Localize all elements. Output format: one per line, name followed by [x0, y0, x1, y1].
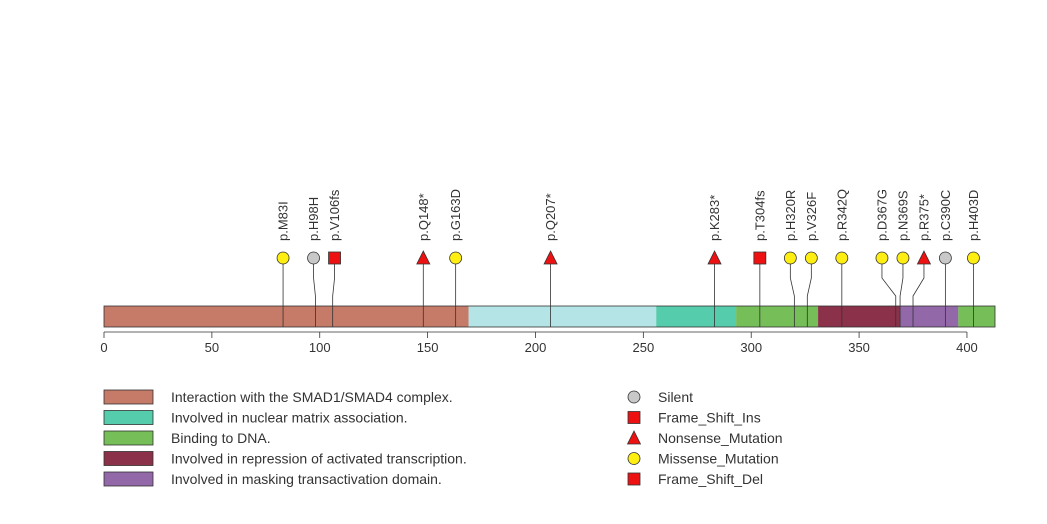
mutation-label: p.G163D — [448, 189, 463, 241]
mutation-legend-label: Frame_Shift_Ins — [658, 410, 761, 426]
mutation-stem — [881, 258, 897, 327]
mutation-stem — [899, 258, 904, 327]
mutation-stems — [282, 258, 974, 327]
domain-legend-label: Binding to DNA. — [171, 430, 271, 446]
mutation-marker — [707, 250, 722, 265]
mutation-legend-label: Nonsense_Mutation — [658, 430, 783, 446]
domain-legend-label: Involved in masking transactivation doma… — [171, 471, 442, 487]
mutation-labels: p.M83I p.H98H p.V106fs p.Q148* p.G163D p.Q207… — [276, 189, 981, 241]
domain-segment — [958, 306, 995, 327]
mutation-stem — [912, 258, 925, 327]
domain-legend-label: Interaction with the SMAD1/SMAD4 complex… — [171, 389, 453, 405]
mutation-stem — [313, 258, 316, 327]
domain-segment — [656, 306, 737, 327]
domain-segment — [468, 306, 657, 327]
mutation-legend-marker — [627, 452, 641, 465]
domain-legend-swatch — [103, 389, 154, 405]
x-tick-label: 150 — [417, 340, 439, 355]
domain-legend-swatch — [103, 451, 154, 466]
mutation-marker — [753, 251, 767, 265]
domain-legend-label: Involved in nuclear matrix association. — [171, 410, 408, 426]
mutation-marker — [804, 251, 818, 265]
mutation-marker — [967, 251, 980, 265]
mutation-legend-marker — [627, 411, 641, 424]
domain-segment — [818, 306, 901, 327]
mutation-marker — [783, 251, 797, 265]
domain-segment — [736, 306, 819, 327]
mutation-label: p.Q207* — [543, 193, 558, 241]
x-axis: 0 50 100 150 200 250 300 350 400 — [100, 331, 978, 355]
domain-legend: Interaction with the SMAD1/SMAD4 complex… — [103, 389, 467, 487]
mutation-marker — [307, 251, 320, 265]
mutation-label: p.H320R — [783, 190, 798, 241]
mutation-legend-label: Missense_Mutation — [658, 451, 779, 467]
mutation-label: p.M83I — [276, 201, 291, 241]
x-tick-label: 250 — [632, 340, 654, 355]
mutation-markers — [276, 250, 980, 265]
mutation-legend-marker — [626, 430, 642, 445]
mutation-stem — [332, 258, 335, 327]
x-tick-label: 0 — [100, 340, 107, 355]
domain-legend-swatch — [103, 430, 154, 446]
mutation-marker — [875, 251, 889, 265]
mutation-label: p.D367G — [874, 189, 889, 241]
domain-segment — [900, 306, 959, 327]
mutation-label: p.V106fs — [327, 189, 342, 241]
mutation-marker — [543, 250, 558, 265]
mutation-legend-marker — [627, 390, 641, 404]
mutation-marker — [328, 251, 341, 265]
mutation-label: p.N369S — [895, 190, 910, 241]
x-tick-label: 200 — [525, 340, 547, 355]
mutation-label: p.V326F — [804, 192, 819, 241]
protein-bar-outline — [103, 305, 996, 328]
domain-legend-label: Involved in repression of activated tran… — [171, 451, 467, 467]
mutation-label: p.C390C — [938, 190, 953, 241]
mutation-label: p.Q148* — [416, 193, 431, 241]
mutation-marker — [416, 250, 431, 265]
mutation-label: p.H403D — [966, 190, 981, 241]
mutation-label: p.T304fs — [752, 190, 767, 241]
domain-segment — [104, 306, 469, 327]
mutation-label: p.K283* — [707, 195, 722, 241]
mutation-stem — [806, 258, 812, 327]
mutation-type-legend: Silent Frame_Shift_Ins Nonsense_Mutation Mi… — [626, 389, 783, 487]
x-tick-label: 50 — [205, 340, 219, 355]
mutation-legend-label: Silent — [658, 389, 693, 405]
mutation-stem — [789, 258, 795, 327]
x-tick-label: 300 — [740, 340, 762, 355]
mutation-marker — [449, 251, 463, 265]
mutation-legend-label: Frame_Shift_Del — [658, 471, 763, 487]
mutation-marker — [896, 251, 910, 265]
domain-legend-swatch — [103, 410, 154, 425]
domain-legend-swatch — [103, 471, 154, 487]
mutation-label: p.R342Q — [834, 189, 849, 241]
x-tick-label: 350 — [848, 340, 870, 355]
x-tick-label: 100 — [309, 340, 331, 355]
mutation-marker — [916, 250, 932, 265]
mutation-marker — [938, 251, 952, 265]
mutation-label: p.R375* — [916, 194, 931, 241]
x-tick-label: 400 — [956, 340, 978, 355]
mutation-marker — [835, 251, 849, 265]
mutation-marker — [276, 251, 290, 265]
protein-domain-bar — [103, 305, 996, 328]
mutation-legend-marker — [627, 472, 641, 486]
mutation-label: p.H98H — [306, 197, 321, 241]
